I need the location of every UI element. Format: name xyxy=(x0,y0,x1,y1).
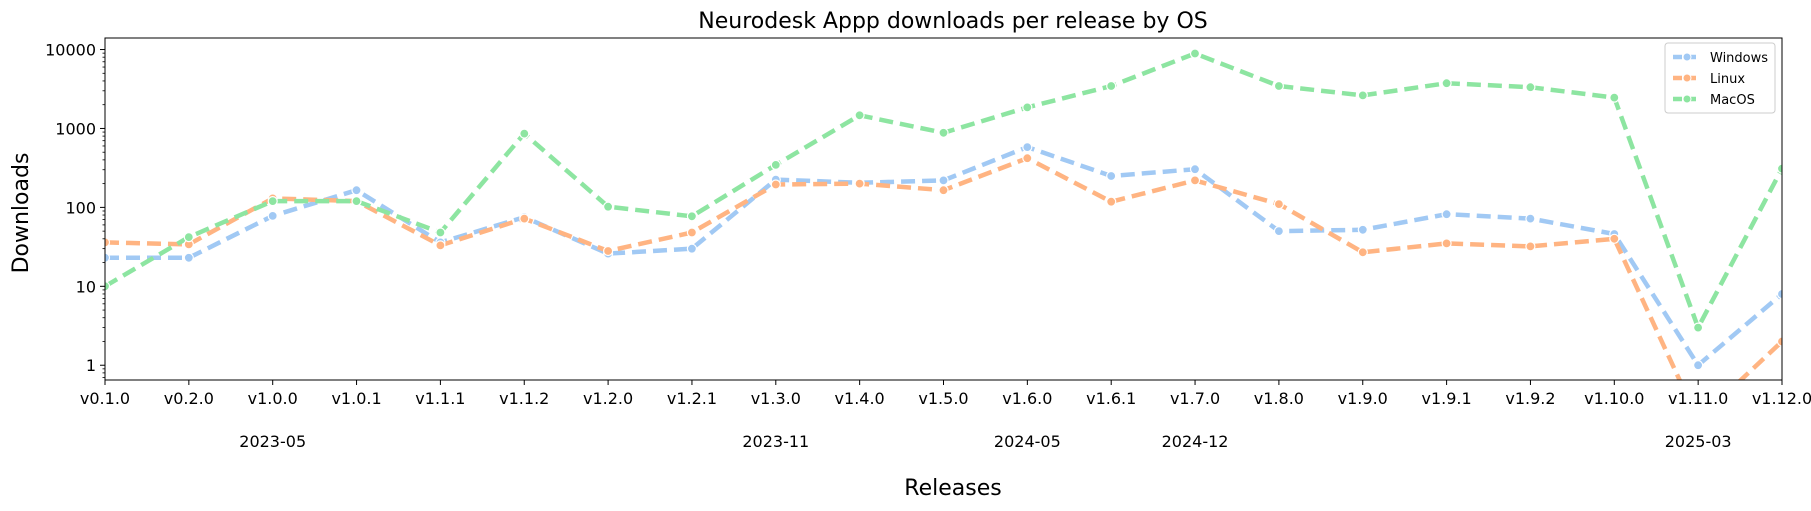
x-tick-label: v1.1.1 xyxy=(415,389,465,408)
x-tick-label: v1.8.0 xyxy=(1254,389,1304,408)
data-point-linux xyxy=(1609,233,1620,244)
legend-label-windows: Windows xyxy=(1710,51,1768,66)
data-point-linux xyxy=(105,237,111,248)
data-point-macos xyxy=(770,159,781,170)
data-point-macos xyxy=(267,196,278,207)
data-point-linux xyxy=(602,245,614,257)
legend-label-macos: MacOS xyxy=(1710,93,1755,108)
x-tick-label: v1.7.0 xyxy=(1170,389,1220,408)
x-tick-label: v1.9.2 xyxy=(1505,389,1555,408)
data-point-windows xyxy=(1776,288,1782,300)
y-axis-label: Downloads xyxy=(9,153,34,274)
data-point-windows xyxy=(938,175,949,186)
data-point-macos xyxy=(1609,92,1620,103)
data-point-windows xyxy=(267,210,278,221)
data-point-linux xyxy=(686,227,698,238)
data-point-windows xyxy=(1692,360,1704,371)
date-label: 2023-05 xyxy=(239,432,306,451)
x-tick-label: v1.2.1 xyxy=(667,389,717,408)
legend: Windows Linux MacOS xyxy=(1664,42,1776,114)
data-point-macos xyxy=(854,110,865,121)
data-point-macos xyxy=(519,128,530,139)
legend-marker-windows xyxy=(1682,52,1692,62)
date-label: 2024-12 xyxy=(1162,432,1229,451)
data-point-windows xyxy=(1106,170,1117,182)
data-point-linux xyxy=(1525,241,1536,252)
x-tick-label: v1.4.0 xyxy=(835,389,885,408)
x-tick-label: v1.2.0 xyxy=(583,389,633,408)
legend-label-linux: Linux xyxy=(1710,72,1745,87)
data-point-windows xyxy=(1525,213,1536,224)
data-point-linux xyxy=(1357,247,1368,258)
data-point-linux xyxy=(1441,238,1452,249)
data-point-macos xyxy=(686,211,698,222)
data-point-windows xyxy=(1022,142,1033,153)
date-label: 2025-03 xyxy=(1665,432,1732,451)
legend-marker-macos xyxy=(1682,94,1692,104)
data-point-macos xyxy=(183,232,194,243)
y-tick-label: 10000 xyxy=(45,41,96,60)
data-point-windows xyxy=(686,243,698,254)
data-point-linux xyxy=(1273,199,1285,210)
data-point-windows xyxy=(183,252,194,263)
x-tick-label: v1.6.1 xyxy=(1086,389,1136,408)
data-point-linux xyxy=(770,179,781,190)
data-point-macos xyxy=(351,196,362,207)
data-point-windows xyxy=(1189,164,1201,175)
date-label: 2024-05 xyxy=(994,432,1061,451)
x-tick-label: v1.9.0 xyxy=(1338,389,1388,408)
x-tick-label: v1.0.0 xyxy=(248,389,298,408)
data-point-macos xyxy=(1106,80,1117,92)
data-point-macos xyxy=(1776,163,1782,174)
data-point-linux xyxy=(435,240,446,251)
data-point-macos xyxy=(1022,102,1033,113)
data-point-macos xyxy=(1189,48,1201,59)
x-tick-label: v1.1.2 xyxy=(499,389,549,408)
data-point-linux xyxy=(1106,196,1117,207)
data-point-macos xyxy=(1525,82,1536,93)
x-tick-label: v1.12.0 xyxy=(1752,389,1811,408)
plot-area: 1 10 100 1000 10000 v0.1.0 v0.2.0 v1.0.0 v1.0.1 v… xyxy=(45,37,1811,451)
y-tick-label: 10 xyxy=(76,277,96,296)
legend-marker-linux xyxy=(1682,73,1692,83)
legend-box xyxy=(1664,42,1776,114)
data-point-macos xyxy=(938,127,949,138)
series-lines xyxy=(105,48,1782,380)
data-point-linux xyxy=(519,213,530,224)
data-point-linux xyxy=(1776,336,1782,347)
data-point-windows xyxy=(351,185,362,196)
data-point-macos xyxy=(1441,78,1452,89)
data-point-macos xyxy=(105,281,111,292)
data-point-macos xyxy=(435,227,446,238)
x-tick-label: v0.1.0 xyxy=(80,389,130,408)
data-point-linux xyxy=(1022,153,1033,164)
x-tick-label: v1.11.0 xyxy=(1668,389,1728,408)
x-tick-label: v1.0.1 xyxy=(331,389,381,408)
data-point-windows xyxy=(1441,209,1452,220)
date-label: 2023-11 xyxy=(742,432,809,451)
data-point-macos xyxy=(602,201,614,212)
data-point-windows xyxy=(1357,224,1368,235)
chart-title: Neurodesk Appp downloads per release by … xyxy=(698,9,1207,34)
data-point-linux xyxy=(854,178,865,189)
data-point-linux xyxy=(1189,175,1201,186)
x-tick-label: v0.2.0 xyxy=(164,389,214,408)
data-point-windows xyxy=(105,252,111,263)
data-point-windows xyxy=(1273,226,1285,237)
x-tick-label: v1.3.0 xyxy=(751,389,801,408)
y-tick-label: 1000 xyxy=(55,119,96,138)
x-tick-label: v1.5.0 xyxy=(918,389,968,408)
data-point-macos xyxy=(1692,322,1704,333)
data-point-macos xyxy=(1357,90,1368,101)
x-tick-label: v1.10.0 xyxy=(1584,389,1644,408)
x-tick-label: v1.9.1 xyxy=(1422,389,1472,408)
x-tick-label: v1.6.0 xyxy=(1002,389,1052,408)
data-point-macos xyxy=(1273,80,1285,92)
data-point-linux xyxy=(938,185,949,196)
x-axis-label: Releases xyxy=(904,476,1001,501)
y-tick-label: 100 xyxy=(65,198,96,217)
y-tick-label: 1 xyxy=(86,356,96,375)
